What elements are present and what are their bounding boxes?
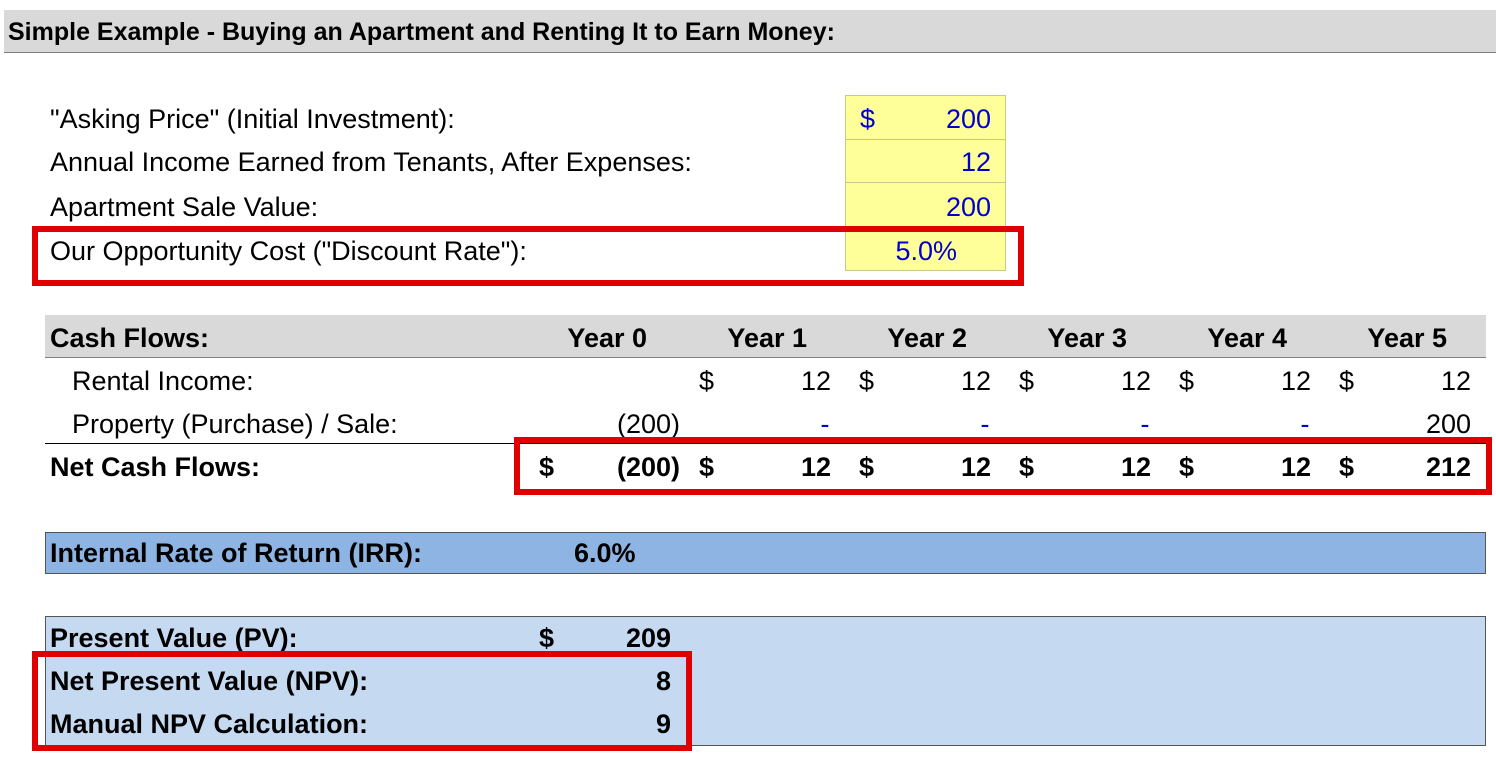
- sale-value-label: Apartment Sale Value:: [50, 192, 319, 222]
- sheet-title: Simple Example - Buying an Apartment and…: [8, 18, 835, 46]
- net-y1-value: 12: [800, 452, 831, 482]
- net-y5-currency: $: [1339, 452, 1355, 482]
- sale-value-cell[interactable]: [845, 182, 1006, 227]
- discount-rate-highlight: [32, 226, 1024, 286]
- property-y4-value: -: [1300, 409, 1310, 439]
- property-y2-value: -: [980, 409, 990, 439]
- property-y5-value: 200: [1425, 409, 1471, 439]
- asking-price-label: "Asking Price" (Initial Investment):: [50, 104, 455, 134]
- annual-income-cell[interactable]: [845, 139, 1006, 183]
- annual-income-label: Annual Income Earned from Tenants, After…: [50, 147, 692, 177]
- discount-rate-label: Our Opportunity Cost ("Discount Rate"):: [50, 236, 527, 266]
- year-3-header: Year 3: [1047, 323, 1127, 353]
- net-y3-currency: $: [1019, 452, 1035, 482]
- npv-value: 8: [655, 666, 671, 696]
- pv-label: Present Value (PV):: [50, 623, 298, 653]
- cash-flows-header: Cash Flows:: [50, 323, 210, 353]
- net-y4-value: 12: [1280, 452, 1311, 482]
- rental-income-y1-currency: $: [699, 366, 715, 396]
- manual-npv-label: Manual NPV Calculation:: [50, 709, 369, 739]
- pv-currency: $: [539, 623, 555, 653]
- discount-rate-cell[interactable]: [845, 226, 1006, 271]
- net-y3-value: 12: [1120, 452, 1151, 482]
- asking-price-currency: $: [860, 104, 876, 134]
- rental-income-label: Rental Income:: [72, 366, 254, 396]
- net-y0-currency: $: [539, 452, 555, 482]
- rental-income-y2-currency: $: [859, 366, 875, 396]
- rental-income-y1-value: 12: [800, 366, 831, 396]
- manual-npv-value: 9: [655, 709, 671, 739]
- rental-income-y3-currency: $: [1019, 366, 1035, 396]
- rental-income-y2-value: 12: [960, 366, 991, 396]
- npv-highlight: [32, 651, 692, 751]
- irr-label: Internal Rate of Return (IRR):: [50, 538, 423, 568]
- subtotal-rule: [45, 443, 1486, 444]
- property-y1-value: -: [820, 409, 830, 439]
- asking-price-value: 200: [945, 104, 991, 134]
- property-y0-value: (200): [616, 409, 680, 439]
- net-y0-value: (200): [616, 452, 680, 482]
- net-y5-value: 212: [1425, 452, 1471, 482]
- pv-value: 209: [625, 623, 671, 653]
- net-y2-currency: $: [859, 452, 875, 482]
- net-cash-flows-label: Net Cash Flows:: [50, 452, 261, 482]
- irr-value: 6.0%: [574, 538, 636, 568]
- sale-value-value: 200: [945, 192, 991, 222]
- net-y4-currency: $: [1179, 452, 1195, 482]
- rental-income-y5-value: 12: [1440, 366, 1471, 396]
- rental-income-y5-currency: $: [1339, 366, 1355, 396]
- year-5-header: Year 5: [1367, 323, 1447, 353]
- rental-income-y4-currency: $: [1179, 366, 1195, 396]
- rental-income-y3-value: 12: [1120, 366, 1151, 396]
- discount-rate-value: 5.0%: [895, 236, 957, 266]
- title-bar: [4, 10, 1496, 53]
- net-y1-currency: $: [699, 452, 715, 482]
- net-y2-value: 12: [960, 452, 991, 482]
- year-0-header: Year 0: [567, 323, 647, 353]
- results-box: [45, 616, 1486, 746]
- year-2-header: Year 2: [887, 323, 967, 353]
- cash-flows-header-bar: [45, 315, 1486, 358]
- net-cash-flows-highlight: [514, 437, 1492, 495]
- property-label: Property (Purchase) / Sale:: [72, 409, 398, 439]
- year-4-header: Year 4: [1207, 323, 1287, 353]
- annual-income-value: 12: [960, 147, 991, 177]
- irr-bar: [45, 532, 1486, 574]
- year-1-header: Year 1: [727, 323, 807, 353]
- property-y3-value: -: [1140, 409, 1150, 439]
- npv-label: Net Present Value (NPV):: [50, 666, 369, 696]
- rental-income-y4-value: 12: [1280, 366, 1311, 396]
